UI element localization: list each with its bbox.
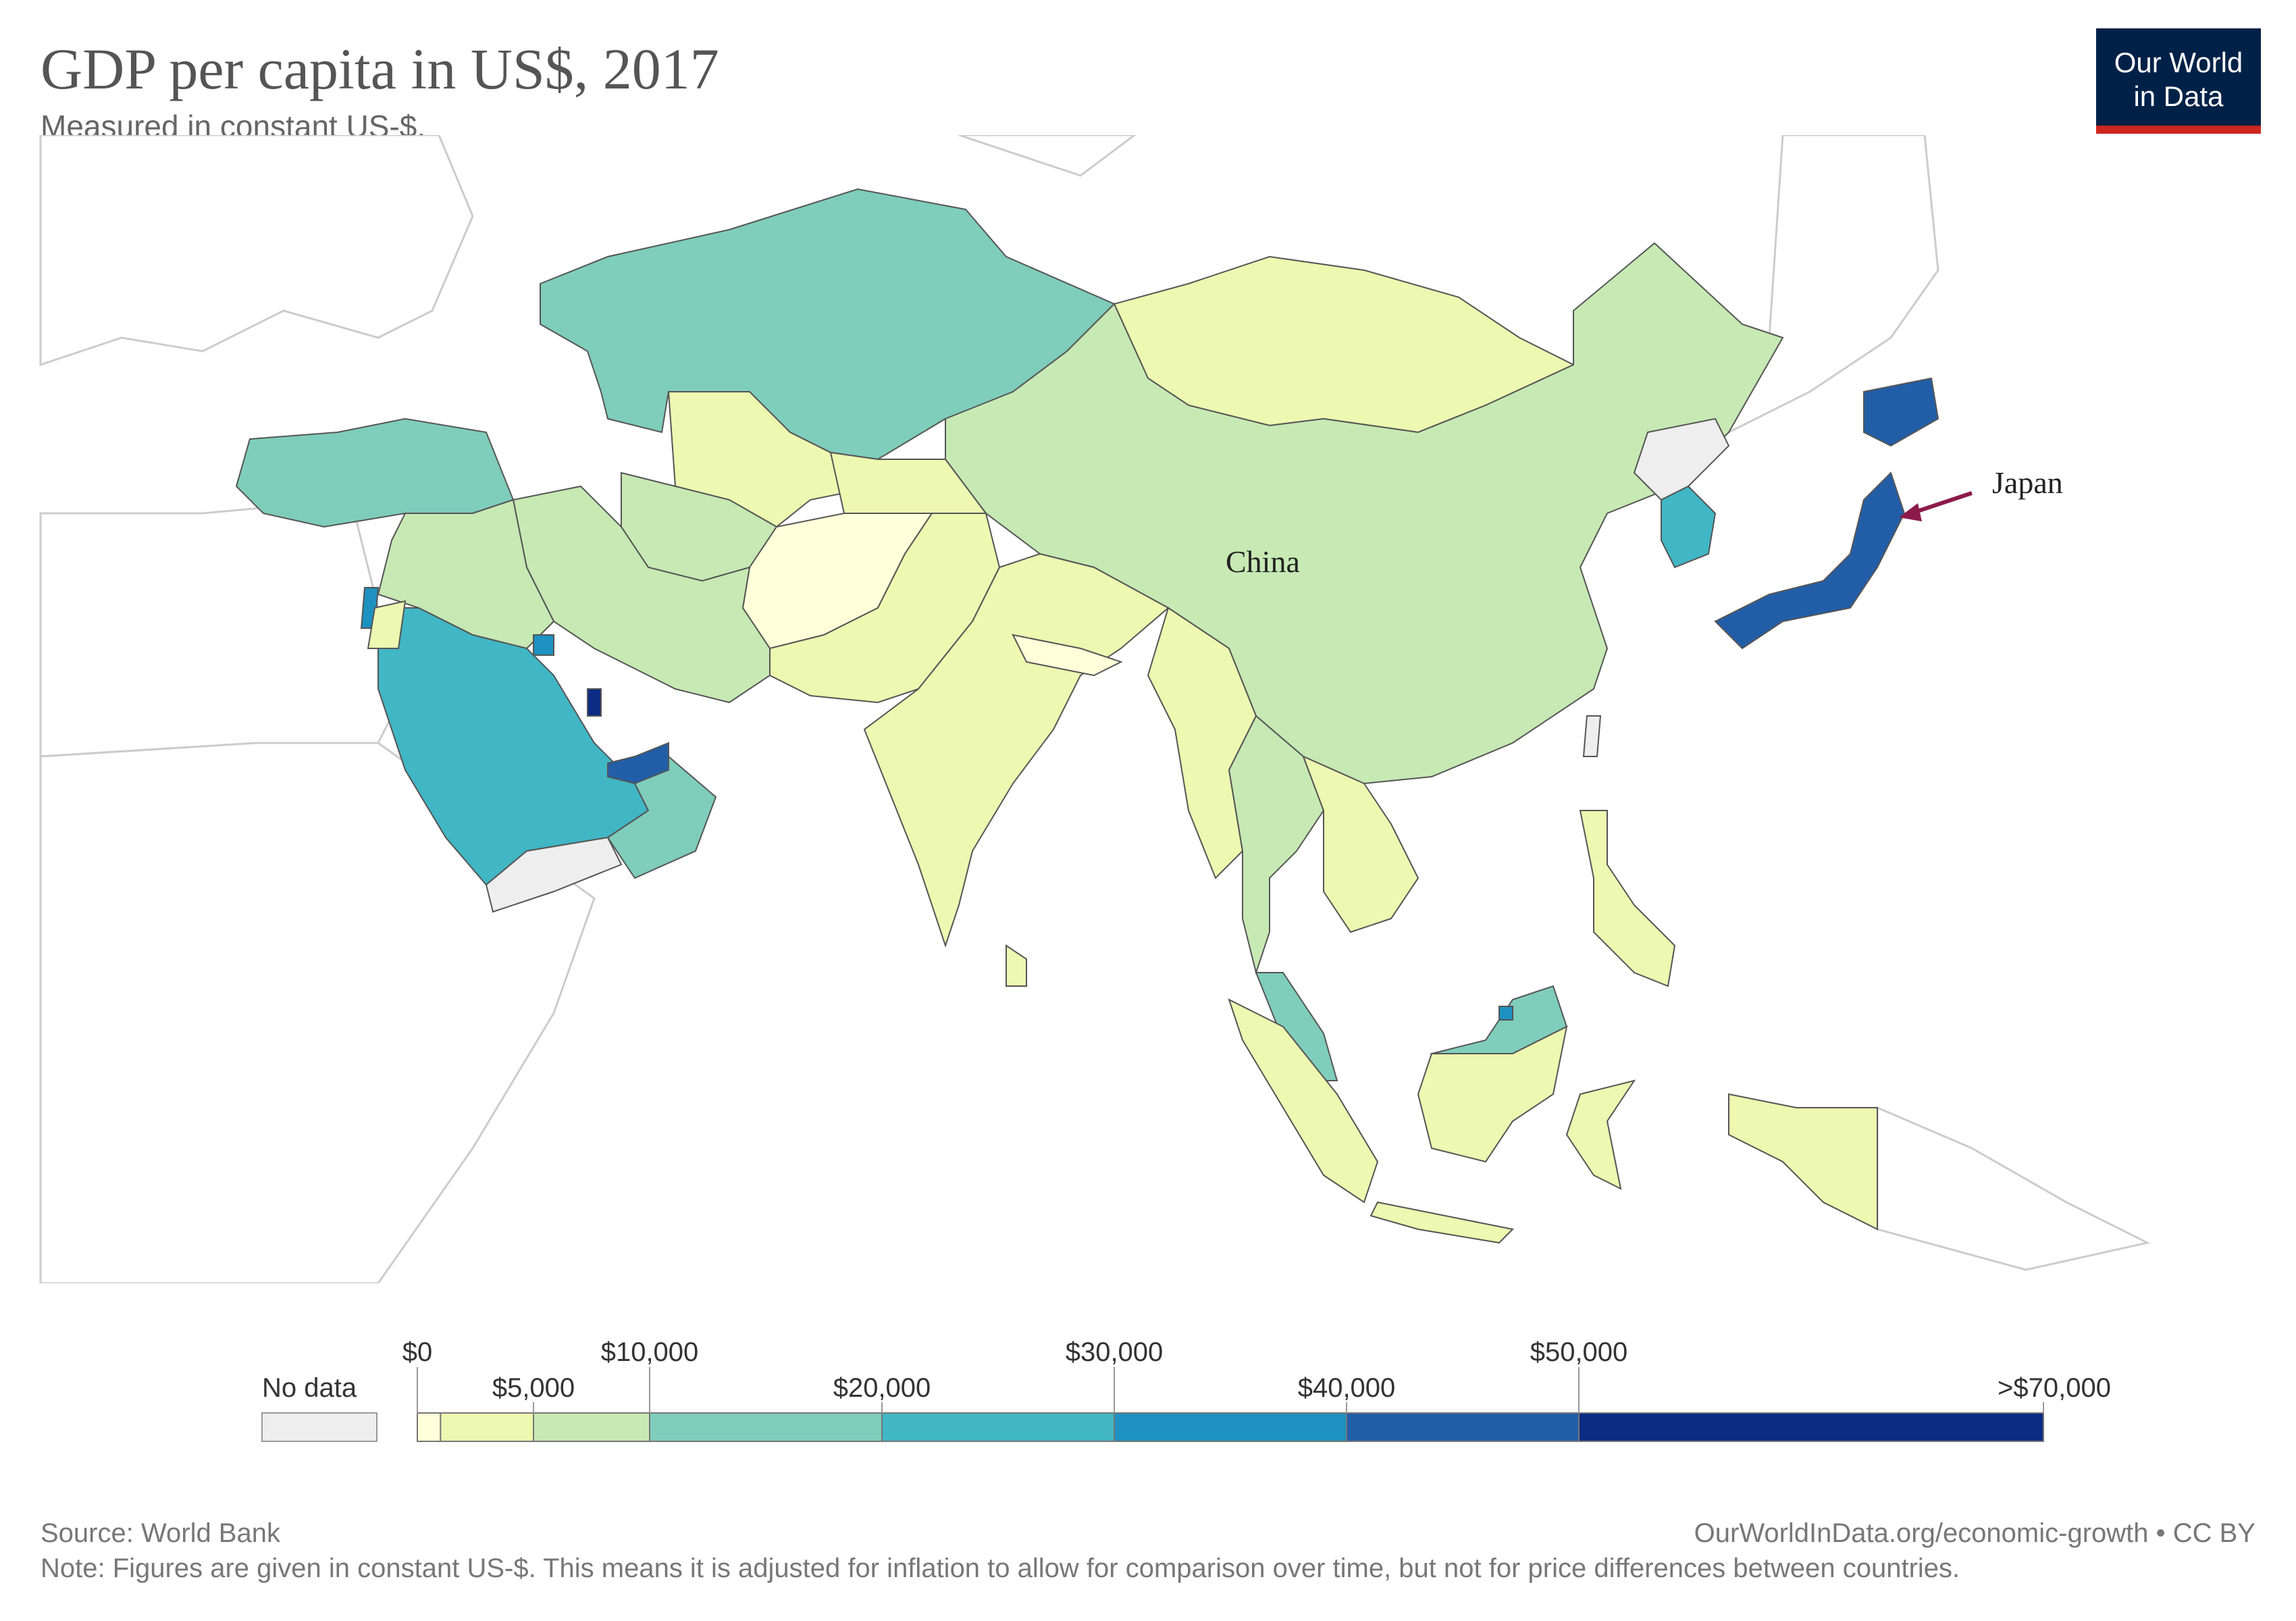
country-iran: [512, 485, 771, 704]
logo-line-2: in Data: [2133, 80, 2224, 112]
country-oman: [606, 755, 717, 879]
country-jordan: [367, 600, 407, 649]
country-nepal: [1012, 634, 1123, 677]
country-sri-lanka: [1006, 944, 1027, 987]
legend-tick-label-2: $10,000: [601, 1337, 699, 1367]
country-myanmar: [1147, 607, 1257, 879]
legend-bin-2: [533, 1412, 650, 1442]
legend-ticks: $0 $5,000 $10,000 $20,000 $30,000 $40,000 $50,…: [402, 1337, 2111, 1413]
legend-tick-label-1: $5,000: [492, 1373, 575, 1403]
chart-title: GDP per capita in US$, 2017: [41, 36, 719, 101]
country-philippines: [1579, 810, 1676, 987]
legend-tick-label-3: $20,000: [833, 1373, 931, 1403]
label-japan: Japan: [1992, 465, 2063, 500]
japan-arrow-head: [1899, 503, 1922, 521]
country-indonesia-sumatra: [1228, 998, 1379, 1204]
legend-no-data-swatch: [261, 1412, 377, 1442]
legend-tick-label-0: $0: [402, 1337, 433, 1367]
owid-logo[interactable]: Our World in Data: [2096, 28, 2261, 134]
legend-bin-4: [881, 1412, 1115, 1442]
choropleth-map: China Japan: [39, 135, 2151, 1283]
legend-bin-3: [649, 1412, 883, 1442]
country-indonesia-papua: [1728, 1093, 1878, 1231]
country-taiwan: [1582, 715, 1602, 757]
legend-tick-label-6: $50,000: [1530, 1337, 1628, 1367]
data-countries: [235, 188, 1939, 1244]
country-kuwait: [533, 634, 554, 656]
country-japan: [1714, 377, 1939, 650]
country-russia-fragment: [958, 135, 1137, 177]
logo-line-1: Our World: [2114, 47, 2243, 78]
legend-tick-label-4: $30,000: [1066, 1337, 1164, 1367]
site-link[interactable]: OurWorldInData.org/economic-growth • CC …: [1694, 1518, 2255, 1548]
label-china: China: [1226, 544, 1300, 579]
country-uae: [607, 742, 669, 785]
country-indonesia-borneo: [1417, 1025, 1568, 1163]
background-countries: [39, 135, 2151, 1283]
country-qatar: [587, 688, 602, 717]
country-brunei: [1498, 1006, 1513, 1021]
footnote: Note: Figures are given in constant US-$…: [41, 1553, 1960, 1583]
map-annotations: China Japan: [1226, 465, 2063, 579]
legend-bin-7: [1578, 1412, 2044, 1442]
country-yemen: [485, 836, 623, 913]
legend-bin-5: [1114, 1412, 1347, 1442]
country-korea-south: [1661, 485, 1717, 569]
legend-tick-label-5: $40,000: [1298, 1373, 1396, 1403]
country-europe-outline: [39, 135, 474, 367]
legend-no-data-label: No data: [262, 1373, 357, 1403]
country-indonesia-java: [1369, 1201, 1515, 1244]
legend-bin-1: [440, 1412, 535, 1442]
legend-bin-0: [417, 1412, 442, 1442]
legend-bin-6: [1346, 1412, 1580, 1442]
country-indonesia-sulawesi: [1565, 1079, 1636, 1190]
legend-bins: [417, 1412, 2044, 1442]
japan-arrow-line: [1910, 491, 1973, 515]
country-vietnam-laos: [1302, 755, 1419, 933]
legend-no-data: No data: [261, 1373, 377, 1442]
legend-tick-label-7: >$70,000: [1998, 1373, 2111, 1403]
source-note: Source: World Bank: [41, 1518, 280, 1548]
